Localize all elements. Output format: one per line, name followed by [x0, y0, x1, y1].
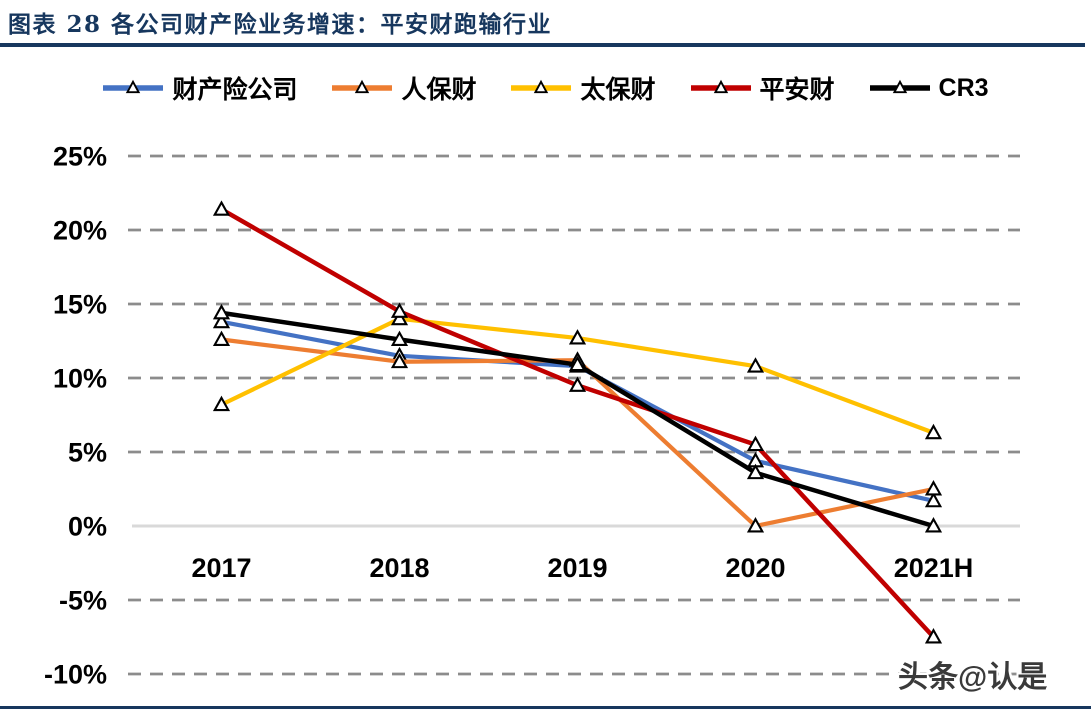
watermark: 头条@认是 [898, 661, 1048, 694]
x-tick-label-2019: 2019 [547, 553, 607, 583]
marker-picc-2017 [212, 330, 231, 346]
y-tick-label-0: 0% [68, 512, 107, 542]
marker-industry-2021H [924, 491, 943, 508]
x-tick-label-2020: 2020 [725, 553, 785, 583]
y-tick-label--5: -5% [59, 586, 107, 616]
legend-triangle-cr3 [892, 79, 907, 94]
marker-cpic-2017 [212, 395, 231, 412]
legend-item-cpic: 太保财 [510, 70, 656, 106]
marker-pingan-2020 [746, 435, 765, 452]
chart-legend: 财产险公司 人保财 太保财 平安财 CR3 [0, 70, 1091, 106]
legend-triangle-industry [126, 79, 141, 94]
marker-cpic-2019 [568, 329, 587, 345]
legend-label-picc: 人保财 [401, 76, 477, 104]
legend-item-picc: 人保财 [331, 70, 476, 106]
marker-cpic-2021H [924, 423, 943, 440]
legend-triangle-pingan [713, 79, 728, 94]
pingan-legend-marker-icon [690, 79, 751, 94]
picc-legend-marker-icon [332, 79, 393, 94]
marker-pingan-2017 [212, 200, 231, 216]
x-tick-label-2017: 2017 [191, 553, 251, 583]
legend-triangle-cpic [534, 79, 549, 94]
series-line-industry [219, 319, 936, 503]
marker-pingan-2021H [924, 628, 943, 644]
y-tick-label-25: 25% [53, 142, 107, 172]
marker-picc-2018 [390, 352, 409, 369]
industry-legend-marker-icon [103, 79, 164, 94]
figure-title: 图表 28 各公司财产险业务增速：平安财跑输行业 [8, 11, 553, 38]
marker-pingan-2018 [390, 302, 409, 318]
legend-item-pingan: 平安财 [690, 70, 835, 106]
marker-cr3-2018 [390, 330, 409, 346]
legend-label-cpic: 太保财 [580, 76, 656, 104]
bottom-border [0, 706, 1091, 709]
marker-cr3-2017 [212, 303, 231, 320]
series-line-cr3 [219, 310, 936, 529]
legend-item-cr3: CR3 [869, 74, 989, 103]
y-tick-label--10: -10% [44, 660, 107, 690]
x-tick-label-2018: 2018 [369, 553, 429, 583]
marker-picc-2020 [746, 517, 765, 533]
legend-label-pingan: 平安财 [759, 76, 835, 104]
y-tick-label-20: 20% [53, 216, 107, 246]
legend-item-industry: 财产险公司 [102, 70, 297, 106]
title-underline [0, 43, 1085, 47]
legend-label-industry: 财产险公司 [172, 76, 298, 104]
legend-triangle-picc [355, 79, 370, 94]
y-tick-label-5: 5% [68, 438, 107, 468]
marker-cpic-2020 [746, 357, 765, 373]
marker-industry-2017 [212, 312, 231, 329]
marker-cpic-2018 [390, 309, 409, 326]
x-tick-label-2021H: 2021H [894, 553, 974, 583]
cr3-legend-marker-icon [869, 79, 930, 94]
legend-label-cr3: CR3 [938, 73, 989, 102]
marker-cr3-2019 [568, 355, 587, 372]
marker-picc-2021H [924, 480, 943, 496]
marker-cr3-2021H [924, 517, 943, 533]
y-tick-label-10: 10% [53, 364, 107, 394]
marker-cr3-2020 [746, 463, 765, 480]
y-tick-label-15: 15% [53, 290, 107, 320]
marker-pingan-2019 [568, 376, 587, 392]
cpic-legend-marker-icon [511, 79, 572, 94]
